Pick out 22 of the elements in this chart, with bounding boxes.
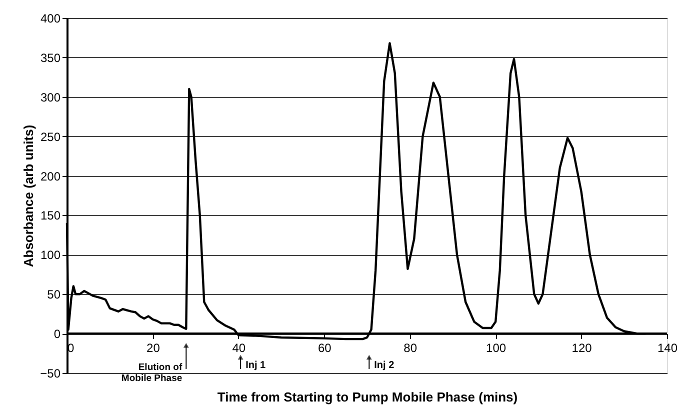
y-axis-title: Absorbance (arb units) [21,124,36,268]
y-tick-label: −50 [40,366,61,380]
annotation: Elution of Mobile Phase [121,362,183,384]
annotation: Inj 2 [374,360,395,372]
y-tick-label: 200 [40,169,61,184]
x-tick-label: 20 [146,341,160,356]
y-tick-label: 250 [40,130,61,144]
y-tick-label: 0 [54,327,61,342]
y-tick-label: 350 [40,50,61,65]
y-tick-label: 100 [40,248,61,262]
y-tick-label: 400 [40,12,61,26]
x-tick-label: 140 [657,341,678,356]
y-tick-label: 50 [47,288,61,302]
y-tick-label: 150 [40,208,61,223]
x-tick-label: 100 [486,341,506,356]
x-tick-label: 40 [232,341,246,356]
annotation: Inj 1 [246,360,266,372]
x-tick-label: 60 [318,341,332,356]
x-tick-label: 120 [572,341,592,356]
x-tick-label: 80 [404,341,418,356]
x-axis-title: Time from Starting to Pump Mobile Phase (mins) [217,390,518,404]
y-tick-label: 300 [40,90,61,104]
